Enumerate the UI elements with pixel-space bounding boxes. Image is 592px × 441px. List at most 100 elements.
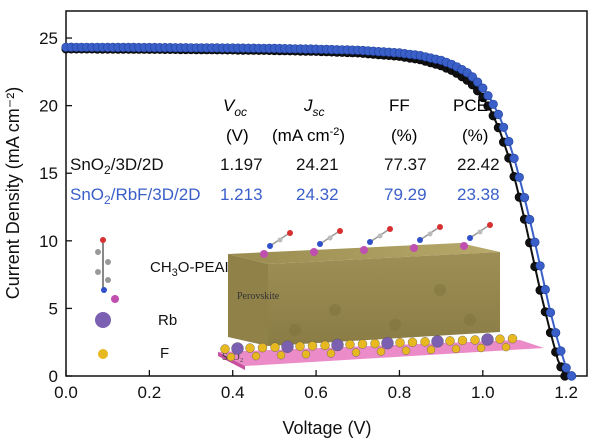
data-point [488, 99, 498, 109]
f-atom [401, 346, 411, 355]
series-layer [61, 42, 577, 381]
f-atom [226, 352, 236, 362]
perovskite-side [268, 252, 500, 346]
perovskite-label: Perovskite [237, 291, 280, 302]
data-point [540, 284, 550, 295]
y-tick-label: 5 [49, 299, 58, 318]
molecule-icon [95, 237, 119, 303]
grain [389, 319, 401, 331]
cell-ff-1: 77.37 [384, 155, 427, 174]
x-axis-title: Voltage (V) [282, 418, 371, 438]
y-tick-label: 15 [39, 164, 58, 183]
unit-ff: (%) [391, 126, 417, 145]
f-atom [357, 339, 368, 349]
f-atom [501, 342, 511, 352]
organic-cation-layer [260, 222, 493, 258]
rb-atom [381, 336, 394, 350]
rb-f-layer [220, 333, 518, 362]
f-atom [395, 338, 405, 348]
x-tick-label: 0.4 [221, 383, 245, 402]
plot-frame [65, 10, 588, 377]
unit-voc: (V) [226, 126, 249, 145]
header-voc: Voc [223, 96, 247, 119]
f-atom [251, 351, 261, 361]
y-axis-ticks: 0 5 10 15 20 25 [39, 29, 72, 386]
f-atom [245, 343, 255, 353]
f-atom [301, 350, 311, 359]
f-atom [451, 344, 461, 354]
data-point [556, 346, 566, 356]
unit-jsc: (mA cm-2) [272, 126, 345, 145]
f-atom [351, 348, 361, 357]
f-atom [470, 335, 480, 345]
ch3o-peai-molecule [460, 222, 493, 250]
rb-atom [481, 333, 494, 346]
header-pce: PCE [453, 96, 488, 115]
legend-ch3o-peai: CH3O-PEAI [150, 259, 229, 279]
x-tick-label: 0.2 [138, 383, 162, 402]
data-point [545, 307, 556, 318]
x-tick-label: 0.0 [54, 383, 78, 402]
f-atom [457, 335, 468, 346]
data-point [535, 261, 545, 271]
x-tick-label: 0.8 [388, 383, 412, 402]
f-atom [407, 337, 418, 347]
rb-atom [231, 342, 244, 355]
cell-jsc-2: 24.32 [296, 185, 339, 204]
f-atom [476, 343, 486, 353]
f-atom [307, 341, 318, 351]
legend-f: F [160, 345, 169, 362]
f-atom [295, 341, 305, 351]
data-point [499, 122, 509, 132]
grain [464, 314, 476, 326]
header-ff: FF [389, 96, 410, 115]
f-atom [507, 333, 518, 344]
data-point [530, 237, 540, 247]
data-point [566, 371, 577, 381]
cell-voc-1: 1.197 [220, 155, 263, 174]
data-point [493, 109, 504, 119]
x-axis-ticks: 0.0 0.2 0.4 0.6 0.8 1.0 1.2 [54, 370, 578, 402]
data-point [509, 153, 519, 163]
f-atom-icon [98, 349, 108, 359]
f-atom [445, 336, 455, 346]
series-2 [61, 42, 577, 381]
x-tick-label: 1.0 [471, 383, 495, 402]
y-tick-label: 10 [39, 232, 58, 251]
cell-ff-2: 79.29 [384, 185, 427, 204]
ch3o-peai-molecule [260, 230, 293, 258]
f-atom [270, 342, 280, 352]
grain [329, 304, 341, 316]
f-atom [276, 351, 286, 360]
f-atom [420, 337, 430, 347]
illustration: SnO₂ Perovskite CH3O-PEAI Rb F [95, 222, 544, 370]
ch3o-peai-molecule [410, 224, 443, 252]
y-tick-label: 20 [39, 97, 58, 116]
f-atom [426, 345, 436, 354]
data-point [504, 136, 514, 147]
rb-atom [431, 335, 444, 348]
data-point [478, 83, 488, 93]
data-point [483, 91, 493, 101]
f-atom [376, 347, 386, 356]
cell-pce-2: 23.38 [457, 185, 500, 204]
y-tick-label: 25 [39, 29, 58, 48]
perovskite-front [228, 254, 268, 346]
data-point [519, 193, 530, 203]
ch3o-peai-molecule [360, 226, 393, 254]
row-label-sno2-3d-2d: SnO2/3D/2D [70, 155, 164, 177]
f-atom [257, 342, 268, 353]
grain [289, 324, 301, 336]
f-atom [220, 344, 230, 354]
legend-rb: Rb [158, 312, 177, 329]
f-atom [345, 339, 355, 350]
rb-atom [331, 338, 344, 352]
data-point [551, 328, 561, 338]
x-tick-label: 0.6 [304, 383, 328, 402]
data-point [473, 77, 483, 87]
header-jsc: Jsc [303, 96, 325, 119]
row-label-sno2-rbf-3d-2d: SnO2/RbF/3D/2D [70, 185, 200, 207]
f-atom [370, 338, 380, 349]
cell-voc-2: 1.213 [220, 185, 263, 204]
